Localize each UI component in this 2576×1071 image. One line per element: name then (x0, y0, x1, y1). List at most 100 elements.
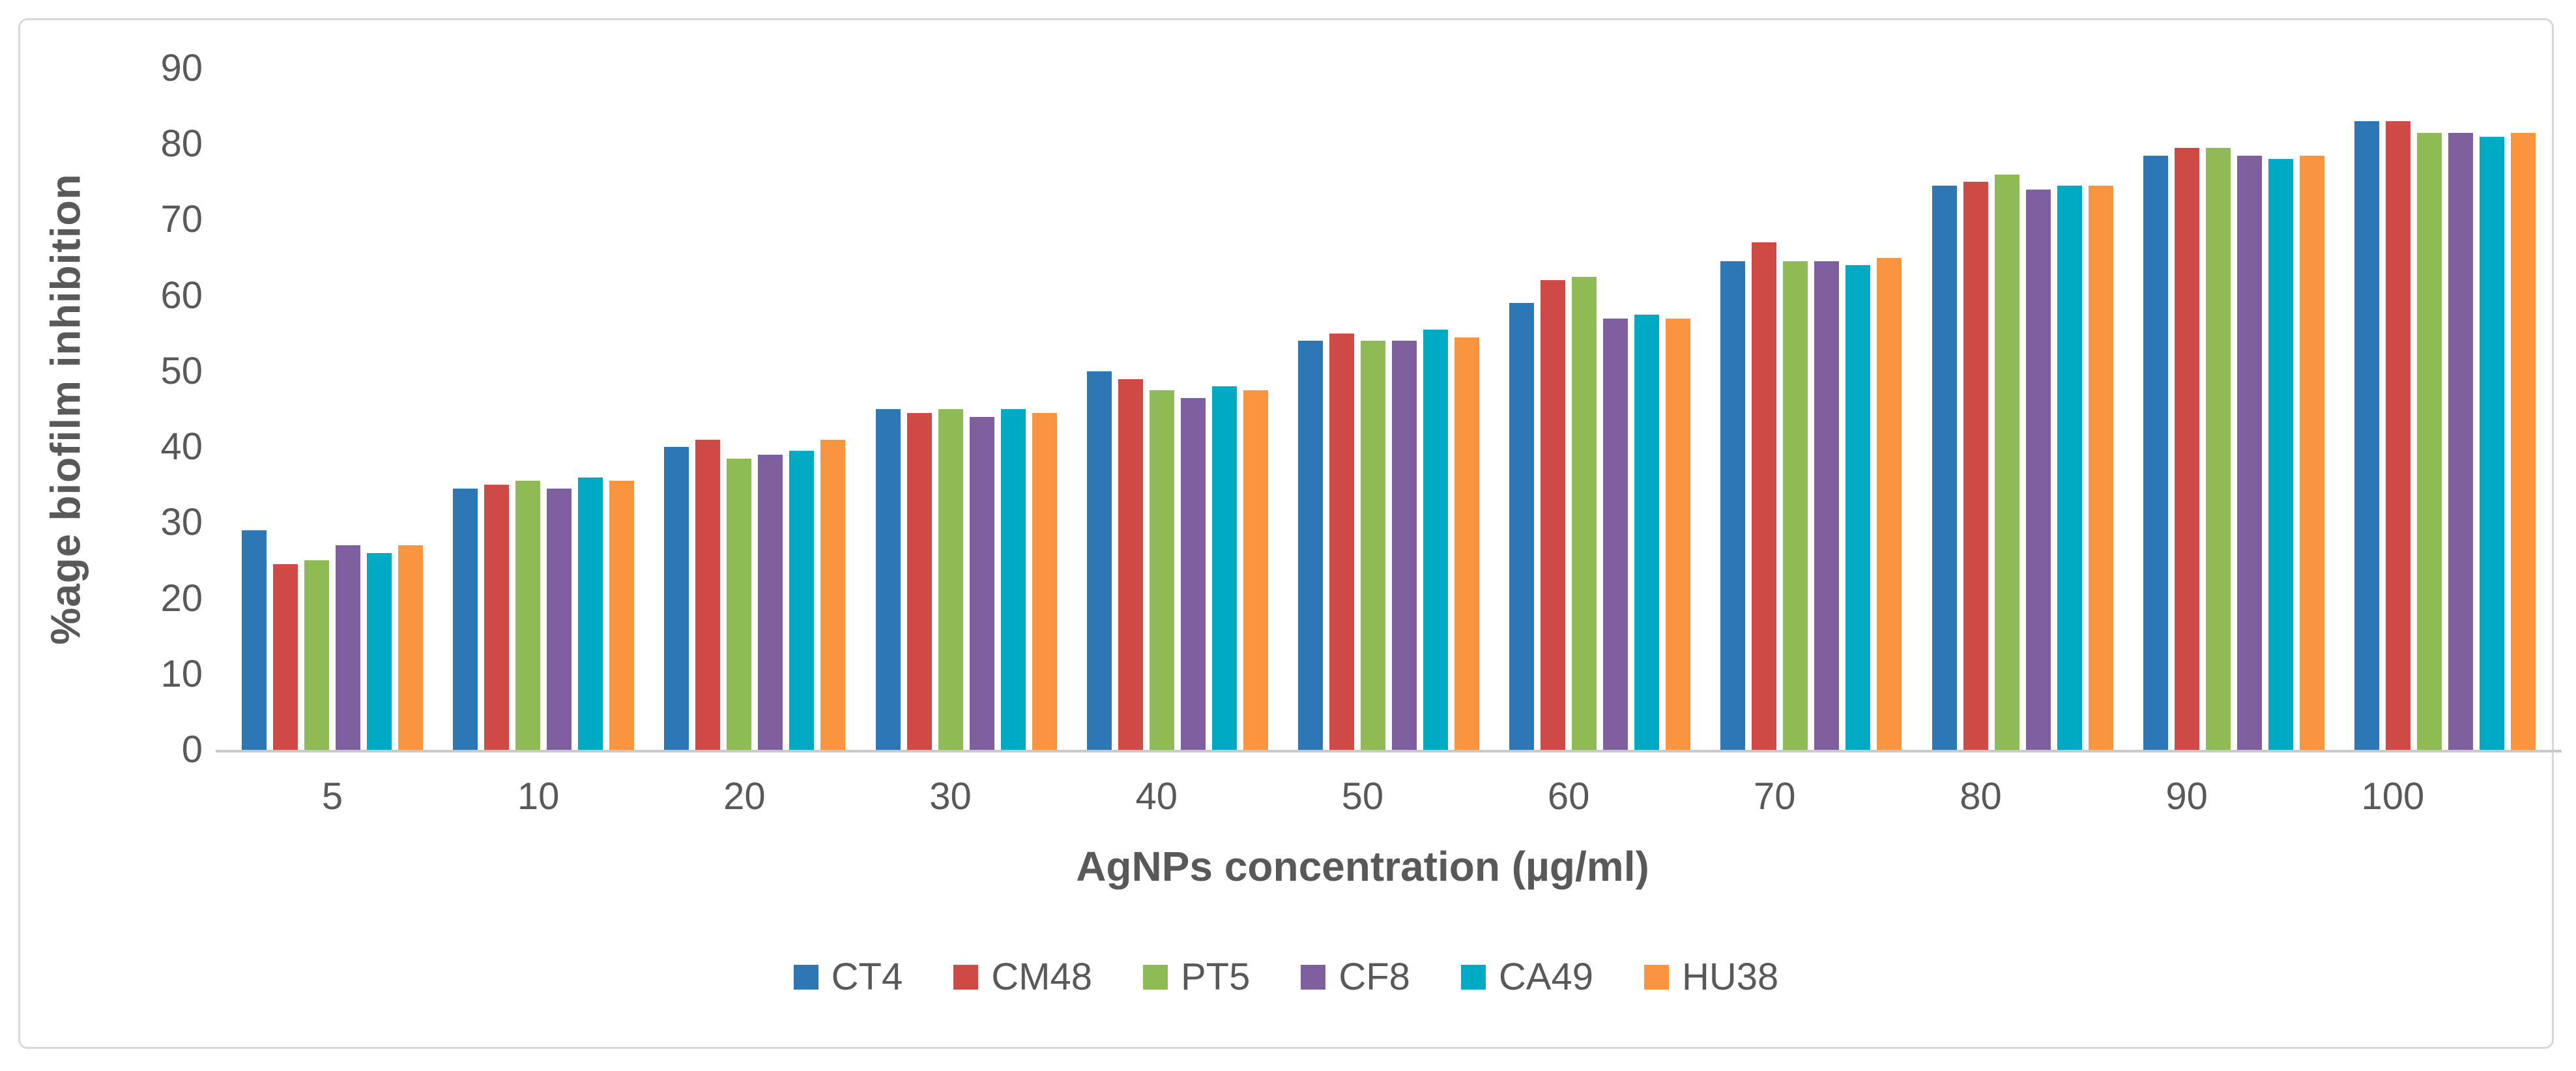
bar-PT5-5 (304, 560, 329, 750)
bar-CA49-50 (1423, 329, 1448, 750)
bar-CT4-5 (242, 530, 267, 750)
bar-CT4-50 (1297, 341, 1323, 750)
x-axis-title: AgNPs concentration (µg/ml) (1076, 843, 1649, 890)
x-tick-label-30: 30 (929, 775, 972, 818)
x-tick-label-100: 100 (2361, 775, 2425, 818)
y-tick-label-30: 30 (160, 501, 203, 544)
bar-CF8-30 (969, 416, 994, 750)
x-axis-tick-labels: 5 10 20 30 40 50 60 70 80 90 100 (216, 775, 2510, 818)
bar-CF8-60 (1603, 318, 1628, 750)
bar-CT4-30 (875, 409, 901, 750)
bar-CM48-5 (273, 564, 298, 750)
bar-PT5-80 (1994, 174, 2019, 750)
y-tick-label-70: 70 (160, 198, 203, 241)
bar-group-80 (1932, 68, 2113, 750)
bar-HU38-20 (820, 439, 846, 750)
x-tick-label-20: 20 (723, 775, 766, 818)
bar-CT4-10 (453, 489, 478, 750)
legend-label-CT4: CT4 (831, 956, 903, 998)
bar-CA49-90 (2268, 159, 2293, 750)
y-axis-title: %age biofilm inhibition (27, 68, 105, 750)
bar-HU38-80 (2088, 186, 2113, 750)
y-tick-label-80: 80 (160, 122, 203, 165)
figure-frame: %age biofilm inhibition 0 10 20 30 40 50 60 70 8… (18, 18, 2562, 1049)
bar-CM48-80 (1963, 182, 1988, 750)
bar-CF8-80 (2025, 189, 2051, 750)
plot-area (216, 68, 2562, 752)
bar-CM48-40 (1118, 378, 1143, 750)
bar-HU38-50 (1454, 337, 1479, 750)
x-tick-label-40: 40 (1135, 775, 1178, 818)
legend: CT4 CM48 PT5 CF8 CA49 HU38 (20, 958, 2552, 996)
bar-CF8-20 (758, 454, 783, 750)
bar-CT4-70 (1720, 261, 1746, 750)
bar-HU38-40 (1243, 390, 1268, 750)
bar-CF8-10 (547, 489, 572, 750)
bar-group-60 (1509, 68, 1691, 750)
bar-CA49-40 (1211, 386, 1237, 750)
bar-CF8-5 (336, 545, 360, 750)
x-tick-label-5: 5 (321, 775, 343, 818)
bar-CT4-20 (664, 447, 689, 750)
legend-swatch-CA49 (1460, 965, 1486, 990)
legend-item-PT5: PT5 (1142, 956, 1251, 998)
bar-CT4-90 (2143, 155, 2168, 750)
bar-CF8-50 (1391, 341, 1417, 750)
y-axis-title-text: %age biofilm inhibition (42, 173, 89, 645)
bar-group-10 (453, 68, 635, 750)
bar-CA49-20 (789, 450, 815, 750)
legend-label-PT5: PT5 (1180, 956, 1251, 998)
bar-PT5-40 (1149, 390, 1174, 750)
bar-HU38-5 (398, 545, 423, 750)
bar-PT5-30 (938, 409, 963, 750)
bar-group-100 (2354, 68, 2536, 750)
bar-group-70 (1720, 68, 1902, 750)
bar-CT4-60 (1509, 303, 1535, 750)
bar-group-5 (242, 68, 423, 750)
legend-item-HU38: HU38 (1644, 958, 1778, 996)
y-tick-label-60: 60 (160, 274, 203, 317)
bar-PT5-100 (2416, 132, 2442, 750)
bar-CF8-100 (2448, 132, 2473, 750)
bar-PT5-60 (1572, 276, 1597, 750)
bar-CM48-20 (695, 439, 721, 750)
bar-CA49-100 (2479, 136, 2504, 750)
bar-CA49-60 (1634, 314, 1660, 750)
bar-CF8-90 (2236, 155, 2262, 750)
y-axis-tick-labels: 0 10 20 30 40 50 60 70 80 90 (105, 50, 203, 769)
y-tick-label-50: 50 (160, 349, 203, 392)
legend-swatch-CT4 (793, 965, 818, 990)
x-tick-label-50: 50 (1341, 775, 1384, 818)
bar-CT4-40 (1086, 371, 1112, 750)
y-tick-label-40: 40 (160, 425, 203, 468)
bar-CM48-10 (484, 485, 510, 750)
bar-CM48-90 (2174, 148, 2199, 750)
legend-swatch-PT5 (1142, 965, 1168, 990)
legend-item-CT4: CT4 (793, 956, 903, 998)
legend-swatch-CM48 (953, 965, 979, 990)
x-tick-label-60: 60 (1547, 775, 1590, 818)
bar-CM48-100 (2385, 121, 2410, 750)
bar-CF8-40 (1180, 397, 1206, 750)
legend-label-CF8: CF8 (1339, 956, 1410, 998)
bar-HU38-10 (609, 481, 635, 750)
bar-CA49-80 (2057, 186, 2082, 750)
bar-CA49-30 (1000, 409, 1026, 750)
legend-item-CM48: CM48 (953, 958, 1092, 996)
y-tick-label-0: 0 (181, 728, 203, 771)
x-tick-label-70: 70 (1754, 775, 1796, 818)
bar-HU38-60 (1666, 318, 1691, 750)
legend-item-CA49: CA49 (1460, 958, 1593, 996)
bar-group-50 (1297, 68, 1479, 750)
bar-HU38-30 (1032, 412, 1057, 750)
bar-group-30 (875, 68, 1057, 750)
x-tick-label-90: 90 (2165, 775, 2208, 818)
legend-item-CF8: CF8 (1301, 958, 1410, 996)
bar-CF8-70 (1814, 261, 1840, 750)
bar-CA49-10 (578, 477, 603, 750)
legend-label-HU38: HU38 (1682, 956, 1779, 998)
y-tick-label-10: 10 (160, 652, 203, 695)
x-tick-label-10: 10 (517, 775, 560, 818)
bar-PT5-90 (2205, 148, 2231, 750)
